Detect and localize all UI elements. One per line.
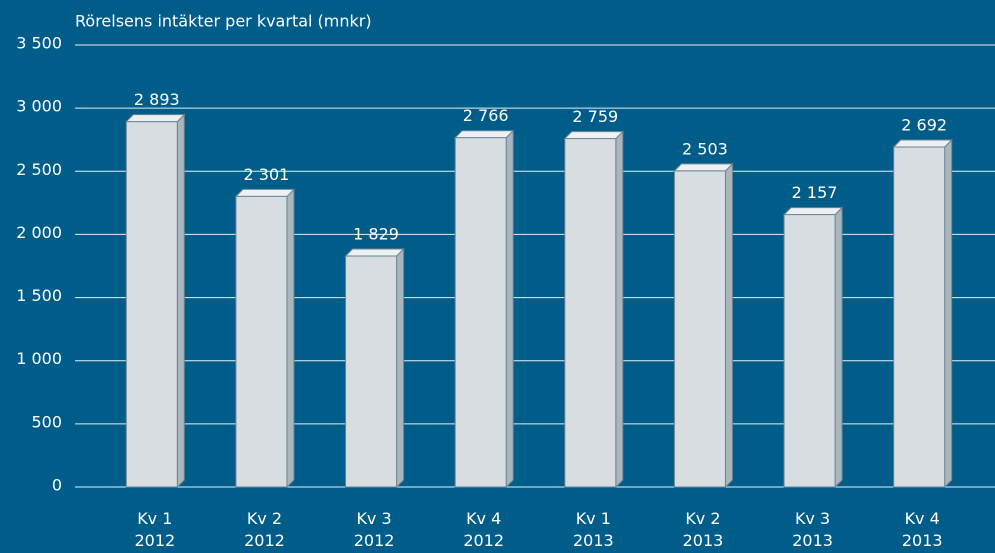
value-label: 2 893 xyxy=(134,90,180,109)
bar xyxy=(892,138,953,489)
y-tick-label: 2 000 xyxy=(16,223,62,242)
bar xyxy=(673,162,734,489)
bar-side xyxy=(834,206,843,489)
x-tick-label: Kv 1 2013 xyxy=(573,509,614,550)
bar-top xyxy=(125,114,186,123)
bar-front xyxy=(564,138,617,488)
y-tick-label: 3 000 xyxy=(16,97,62,116)
bar-front xyxy=(345,255,398,488)
x-tick-label-line: 2012 xyxy=(244,531,285,550)
x-tick-label: Kv 1 2012 xyxy=(134,509,175,550)
x-tick-label: Kv 2 2012 xyxy=(244,509,285,550)
bar-top xyxy=(782,207,844,216)
x-tick-label-line: 2013 xyxy=(573,531,614,550)
bar-top xyxy=(673,163,734,172)
value-label: 2 503 xyxy=(682,139,728,158)
y-tick-label: 3 500 xyxy=(16,34,62,53)
x-tick-label-line: 2013 xyxy=(792,531,833,550)
value-label: 2 157 xyxy=(792,183,838,202)
x-tick-label: Kv 4 2012 xyxy=(463,509,504,550)
bar-front xyxy=(125,121,178,488)
value-label: 1 829 xyxy=(353,225,399,244)
bar-front xyxy=(673,170,726,488)
x-tick-label-line: Kv 1 xyxy=(576,509,611,528)
x-tick-label: Kv 4 2013 xyxy=(902,509,943,550)
x-tick-label-line: Kv 3 xyxy=(795,509,830,528)
bar xyxy=(344,247,405,489)
value-label: 2 766 xyxy=(463,106,509,125)
x-tick-label-line: Kv 3 xyxy=(356,509,391,528)
bar-top xyxy=(563,131,625,140)
value-label: 2 301 xyxy=(244,165,290,184)
x-tick-label-line: Kv 4 xyxy=(466,509,501,528)
bar-side xyxy=(505,129,514,489)
x-tick-label-line: 2013 xyxy=(683,531,724,550)
x-tick-label: Kv 2 2013 xyxy=(683,509,724,550)
chart-title: Rörelsens intäkter per kvartal (mnkr) xyxy=(75,12,372,31)
value-label: 2 692 xyxy=(901,116,947,135)
bar-top xyxy=(892,139,953,148)
x-tick-label-line: Kv 2 xyxy=(247,509,282,528)
bar-top xyxy=(344,248,405,257)
y-tick-label: 0 xyxy=(52,476,62,495)
bar xyxy=(563,130,625,489)
bar-side xyxy=(944,138,953,489)
x-tick-label-line: Kv 4 xyxy=(905,509,940,528)
y-tick-label: 1 000 xyxy=(16,349,62,368)
bar-front xyxy=(893,146,946,488)
bar-front xyxy=(235,195,288,488)
x-tick-label-line: Kv 2 xyxy=(685,509,720,528)
bar xyxy=(453,129,515,489)
x-tick-label-line: 2012 xyxy=(463,531,504,550)
y-tick-label: 2 500 xyxy=(16,160,62,179)
bar-side xyxy=(286,188,295,489)
x-tick-label-line: 2012 xyxy=(134,531,175,550)
bar-side xyxy=(176,113,185,489)
y-tick-label: 1 500 xyxy=(16,286,62,305)
bar xyxy=(125,113,186,489)
x-tick-label-line: Kv 1 xyxy=(137,509,172,528)
bar-front xyxy=(454,137,507,488)
bar-side xyxy=(615,130,624,489)
bar xyxy=(782,206,844,489)
bar-front xyxy=(783,214,836,488)
bar-side xyxy=(724,162,733,489)
bar-top xyxy=(234,188,296,197)
x-tick-label-line: 2012 xyxy=(354,531,395,550)
x-tick-label: Kv 3 2013 xyxy=(792,509,833,550)
value-label: 2 759 xyxy=(572,107,618,126)
bar-top xyxy=(453,130,515,139)
bar-side xyxy=(396,247,405,489)
x-tick-label: Kv 3 2012 xyxy=(354,509,395,550)
bar xyxy=(234,188,296,489)
y-tick-label: 500 xyxy=(31,412,62,431)
x-tick-label-line: 2013 xyxy=(902,531,943,550)
